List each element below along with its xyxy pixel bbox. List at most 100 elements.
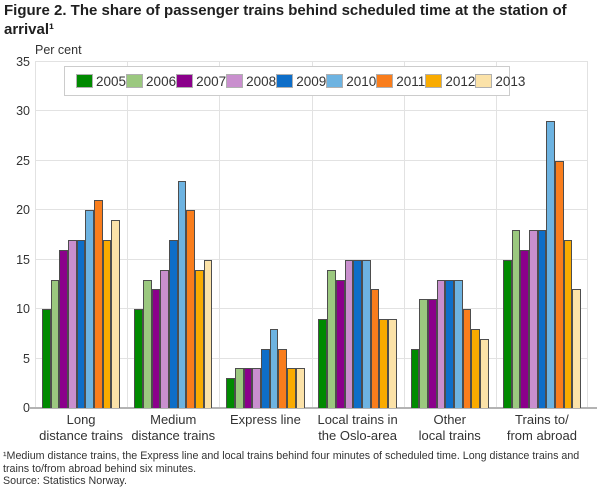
bar-group-1 — [35, 62, 127, 408]
y-tick-label: 25 — [16, 153, 30, 168]
legend-item-2005: 2005 — [76, 74, 126, 89]
bar-2009 — [537, 230, 547, 408]
horizontal-gridline — [35, 209, 588, 211]
vertical-gridline — [311, 62, 313, 408]
y-tick-label: 0 — [23, 401, 30, 415]
plot-area: 2005 2006 2007 2008 2009 2010 2011 2012 2013 — [30, 61, 597, 409]
bar-2011 — [278, 348, 288, 408]
y-tick-label: 10 — [16, 302, 30, 317]
x-axis-label: Medium distance trains — [131, 412, 216, 443]
x-axis-label: Other local trains — [418, 412, 481, 443]
bar-2005 — [502, 259, 512, 408]
bar-2006 — [511, 230, 521, 408]
bar-2007 — [243, 368, 253, 408]
bar-2009 — [445, 279, 455, 408]
bar-2010 — [85, 210, 95, 408]
bar-2012 — [379, 319, 388, 408]
legend-label: 2010 — [346, 73, 377, 89]
y-tick-label: 35 — [16, 55, 30, 69]
bar-2007 — [151, 289, 161, 408]
bar-2012 — [102, 239, 112, 408]
bar-2013 — [111, 220, 121, 408]
bar-2007 — [428, 299, 437, 408]
x-axis-label: Local trains in the Oslo-area — [317, 412, 398, 443]
bar-2012 — [287, 368, 296, 408]
y-tick-label: 20 — [16, 203, 30, 218]
y-tick-label: 5 — [23, 351, 30, 366]
bar-2010 — [269, 328, 279, 408]
legend-label: 2009 — [296, 73, 327, 89]
bar-2005 — [226, 378, 235, 408]
bar-group-6 — [496, 62, 588, 408]
legend-label: 2012 — [445, 73, 476, 89]
bar-2008 — [528, 230, 538, 408]
bar-2013 — [572, 289, 581, 408]
bar-2011 — [554, 160, 564, 408]
x-axis-label: Express line — [230, 412, 301, 427]
horizontal-gridline — [35, 308, 588, 310]
bar-2007 — [59, 249, 69, 408]
legend-item-2013: 2013 — [475, 74, 525, 89]
bar-2007 — [335, 279, 345, 408]
bar-2010 — [177, 180, 187, 408]
vertical-gridline — [127, 62, 129, 408]
bar-group-2 — [127, 62, 219, 408]
legend-swatch-icon — [326, 74, 344, 88]
legend-swatch-icon — [176, 74, 194, 88]
figure-title: Figure 2. The share of passenger trains … — [4, 2, 567, 38]
legend-label: 2006 — [146, 73, 177, 89]
y-tick-label: 15 — [16, 252, 30, 267]
bar-2008 — [436, 279, 446, 408]
bar-2013 — [203, 259, 213, 408]
bar-2005 — [41, 309, 51, 408]
bar-2006 — [419, 299, 429, 408]
legend-label: 2005 — [96, 73, 127, 89]
legend-item-2012: 2012 — [425, 74, 475, 89]
horizontal-gridline — [35, 159, 588, 161]
bar-2012 — [471, 328, 481, 408]
bar-2011 — [94, 200, 103, 408]
legend: 2005 2006 2007 2008 2009 2010 2011 2012 2013 — [64, 66, 525, 96]
legend-swatch-icon — [425, 74, 443, 88]
bar-2013 — [295, 368, 305, 408]
bar-2006 — [327, 269, 336, 408]
legend-label: 2013 — [495, 73, 526, 89]
bar-2011 — [370, 289, 380, 408]
horizontal-gridline — [35, 258, 588, 260]
bar-2009 — [168, 239, 178, 408]
x-axis-line — [30, 407, 597, 409]
bar-2006 — [50, 279, 60, 408]
bar-2006 — [142, 279, 152, 408]
bar-2013 — [480, 338, 489, 408]
legend-swatch-icon — [126, 74, 144, 88]
bar-2012 — [563, 239, 573, 408]
bar-2010 — [454, 279, 463, 408]
bar-2008 — [344, 259, 354, 408]
bar-2010 — [546, 121, 555, 408]
legend-label: 2007 — [196, 73, 227, 89]
footnote-text: ¹Medium distance trains, the Express lin… — [3, 450, 580, 475]
y-tick-label: 30 — [16, 104, 30, 119]
legend-swatch-icon — [475, 74, 493, 88]
bar-2009 — [76, 239, 86, 408]
bar-2005 — [318, 319, 328, 408]
bar-2008 — [252, 368, 262, 408]
legend-item-2011: 2011 — [376, 74, 425, 89]
legend-label: 2011 — [396, 73, 426, 89]
bar-2005 — [134, 309, 143, 408]
bar-2010 — [361, 259, 371, 408]
bar-group-3 — [219, 62, 311, 408]
bar-2012 — [194, 269, 204, 408]
legend-item-2008: 2008 — [226, 74, 276, 89]
bar-2013 — [387, 319, 397, 408]
y-axis-unit-label: Per cent — [35, 43, 82, 57]
legend-item-2010: 2010 — [326, 74, 376, 89]
legend-swatch-icon — [76, 74, 93, 88]
vertical-gridline — [403, 62, 405, 408]
legend-swatch-icon — [226, 74, 244, 88]
bar-2011 — [186, 210, 195, 408]
bar-2011 — [462, 309, 472, 408]
horizontal-gridline — [35, 357, 588, 359]
legend-swatch-icon — [376, 74, 394, 88]
bar-2009 — [261, 348, 270, 408]
